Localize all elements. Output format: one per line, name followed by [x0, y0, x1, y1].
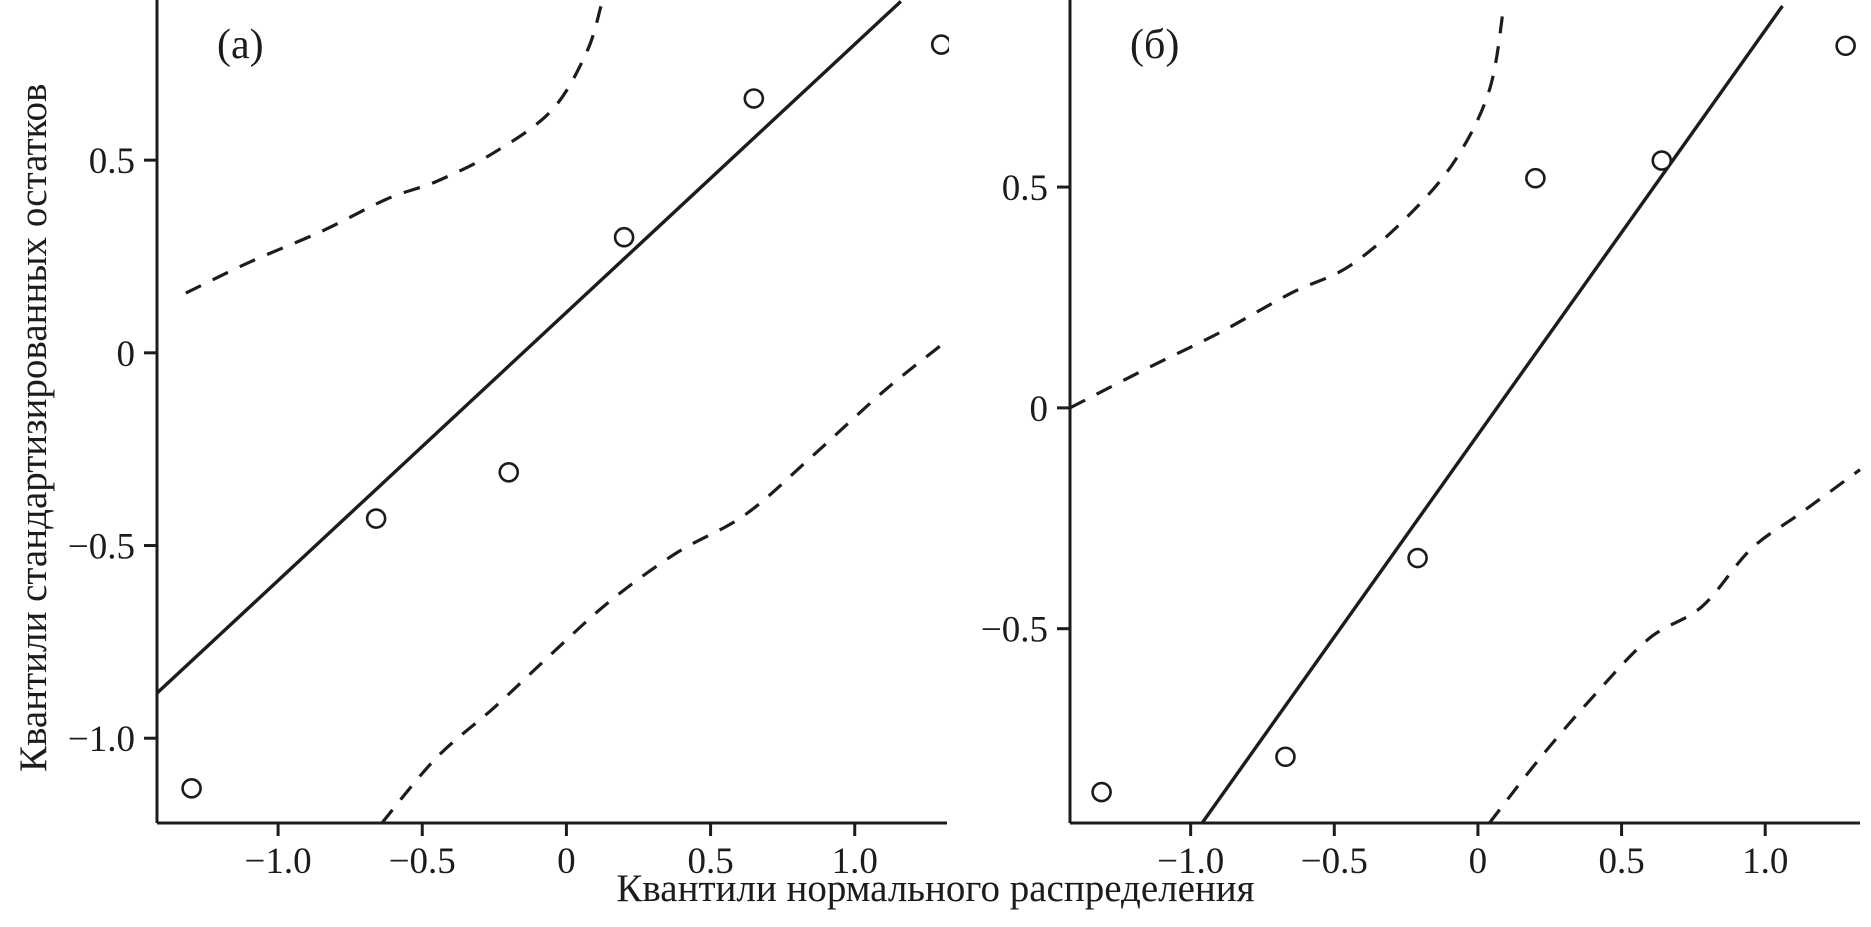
data-point — [930, 34, 949, 55]
panel-a: −1.0 −0.5 0 0.5 1.0 0.5 0 −0.5 −1.0 (а) — [57, 0, 959, 890]
panel-b-label: (б) — [1130, 22, 1180, 68]
y-tick-label: 0 — [117, 334, 136, 375]
y-tick-label: −0.5 — [68, 527, 135, 568]
upper-confidence-band — [185, 5, 603, 295]
data-point — [743, 88, 765, 109]
y-tick-label: −1.0 — [68, 719, 135, 760]
upper-confidence-band — [1070, 5, 1506, 410]
lower-confidence-band — [1488, 468, 1861, 823]
data-point — [1275, 746, 1296, 768]
panel-b-plot: −1.0 −0.5 0 0.5 1.0 0.5 0 −0.5 — [981, 0, 1861, 882]
x-tick-label: −1.0 — [245, 841, 312, 882]
data-point — [1651, 150, 1673, 171]
x-tick-label: −1.0 — [1157, 841, 1224, 882]
data-point — [498, 462, 520, 483]
lower-confidence-band — [380, 343, 943, 823]
y-axis-label: Квантили стандартизированных остатков — [12, 83, 55, 772]
x-tick-label: 1.0 — [832, 841, 878, 882]
data-point — [613, 226, 635, 248]
fit-line — [157, 0, 903, 695]
y-tick-label: 0 — [1030, 389, 1049, 430]
y-tick-label: 0.5 — [89, 141, 135, 182]
x-tick-label: −0.5 — [389, 841, 456, 882]
data-point — [1091, 781, 1112, 803]
panel-a-label: (а) — [217, 22, 264, 68]
x-tick-label: −0.5 — [1301, 841, 1368, 882]
x-tick-label: 0 — [1469, 841, 1488, 882]
data-point — [181, 778, 202, 799]
x-tick-label: 0.5 — [1598, 841, 1644, 882]
x-axis-label: Квантили нормального распределения — [616, 867, 1255, 910]
data-point — [1525, 167, 1546, 189]
y-tick-label: −0.5 — [981, 610, 1048, 651]
x-tick-label: 1.0 — [1742, 841, 1788, 882]
x-tick-label: 0.5 — [687, 841, 733, 882]
panel-b: −1.0 −0.5 0 0.5 1.0 0.5 0 −0.5 (б) — [970, 0, 1871, 890]
data-point — [365, 508, 387, 529]
data-point — [1835, 35, 1856, 57]
fit-line — [1200, 5, 1784, 823]
x-tick-label: 0 — [557, 841, 576, 882]
data-point — [1407, 547, 1428, 569]
plot-area — [157, 0, 949, 823]
panel-a-plot: −1.0 −0.5 0 0.5 1.0 0.5 0 −0.5 −1.0 — [68, 0, 949, 882]
plot-area — [1070, 5, 1861, 823]
y-tick-label: 0.5 — [1002, 168, 1048, 209]
